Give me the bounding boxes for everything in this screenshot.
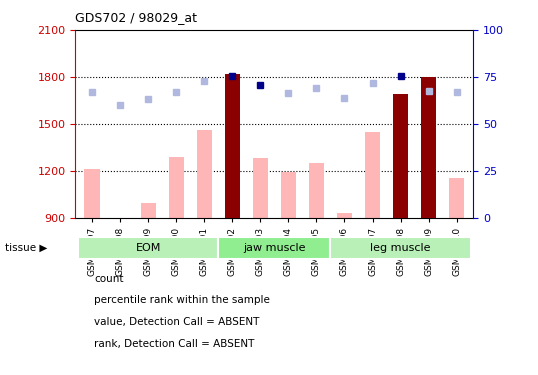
Bar — [421, 77, 436, 218]
Text: jaw muscle: jaw muscle — [243, 243, 306, 253]
Bar — [281, 172, 296, 217]
Bar — [112, 217, 128, 218]
Text: percentile rank within the sample: percentile rank within the sample — [94, 296, 270, 305]
Bar — [218, 237, 330, 260]
Bar — [140, 203, 156, 217]
Text: value, Detection Call = ABSENT: value, Detection Call = ABSENT — [94, 317, 259, 327]
Bar — [168, 157, 184, 218]
Text: leg muscle: leg muscle — [370, 243, 431, 253]
Bar — [330, 237, 471, 260]
Bar — [196, 130, 212, 218]
Bar — [78, 237, 218, 260]
Text: EOM: EOM — [136, 243, 161, 253]
Text: GDS702 / 98029_at: GDS702 / 98029_at — [75, 11, 197, 24]
Bar — [449, 178, 464, 218]
Bar — [309, 163, 324, 218]
Bar — [84, 169, 100, 217]
Bar — [393, 94, 408, 218]
Bar — [225, 74, 240, 217]
Text: rank, Detection Call = ABSENT: rank, Detection Call = ABSENT — [94, 339, 254, 349]
Bar — [337, 213, 352, 217]
Text: count: count — [94, 274, 124, 284]
Bar — [253, 158, 268, 218]
Text: tissue ▶: tissue ▶ — [5, 243, 48, 253]
Bar — [365, 132, 380, 218]
